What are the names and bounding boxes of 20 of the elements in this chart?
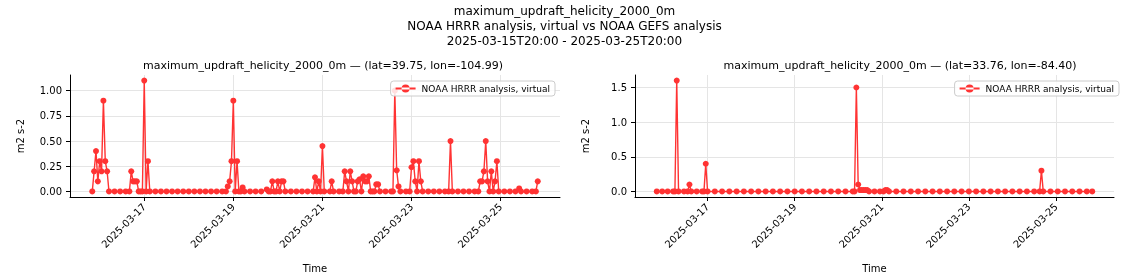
x-axis-title: Time [301,262,328,274]
chart-title: maximum_updraft_helicity_2000_0m — (lat=33.76, lon=-84.40) [723,59,1077,72]
y-tick-label: 0.50 [39,135,62,147]
text: 2025-03-15T20:00 - 2025-03-25T20:00 [445,34,684,49]
y-tick-label: 1.5 [611,81,627,93]
y-tick-label: 0.0 [611,185,627,197]
chart-title: maximum_updraft_helicity_2000_0m — (lat=39.75, lon=-104.99) [143,59,503,72]
y-tick-label: 0.5 [611,151,627,163]
y-tick-label: 0.75 [39,110,62,122]
x-axis-title: Time [861,262,887,274]
y-tick-label: 0.00 [39,185,62,197]
y-tick-label: 1.00 [39,85,62,97]
y-tick-label: 0.25 [39,160,62,172]
y-axis-title: m2 s-2 [14,118,26,154]
text: maximum_updraft_helicity_2000_0m [452,4,677,19]
legend-label: NOAA HRRR analysis, virtual [985,83,1115,94]
legend-label: NOAA HRRR analysis, virtual [421,83,551,94]
y-axis-title: m2 s-2 [579,118,591,154]
text: NOAA HRRR analysis, virtual vs NOAA GEFS analysis [406,19,723,34]
y-tick-label: 1.0 [611,116,627,128]
